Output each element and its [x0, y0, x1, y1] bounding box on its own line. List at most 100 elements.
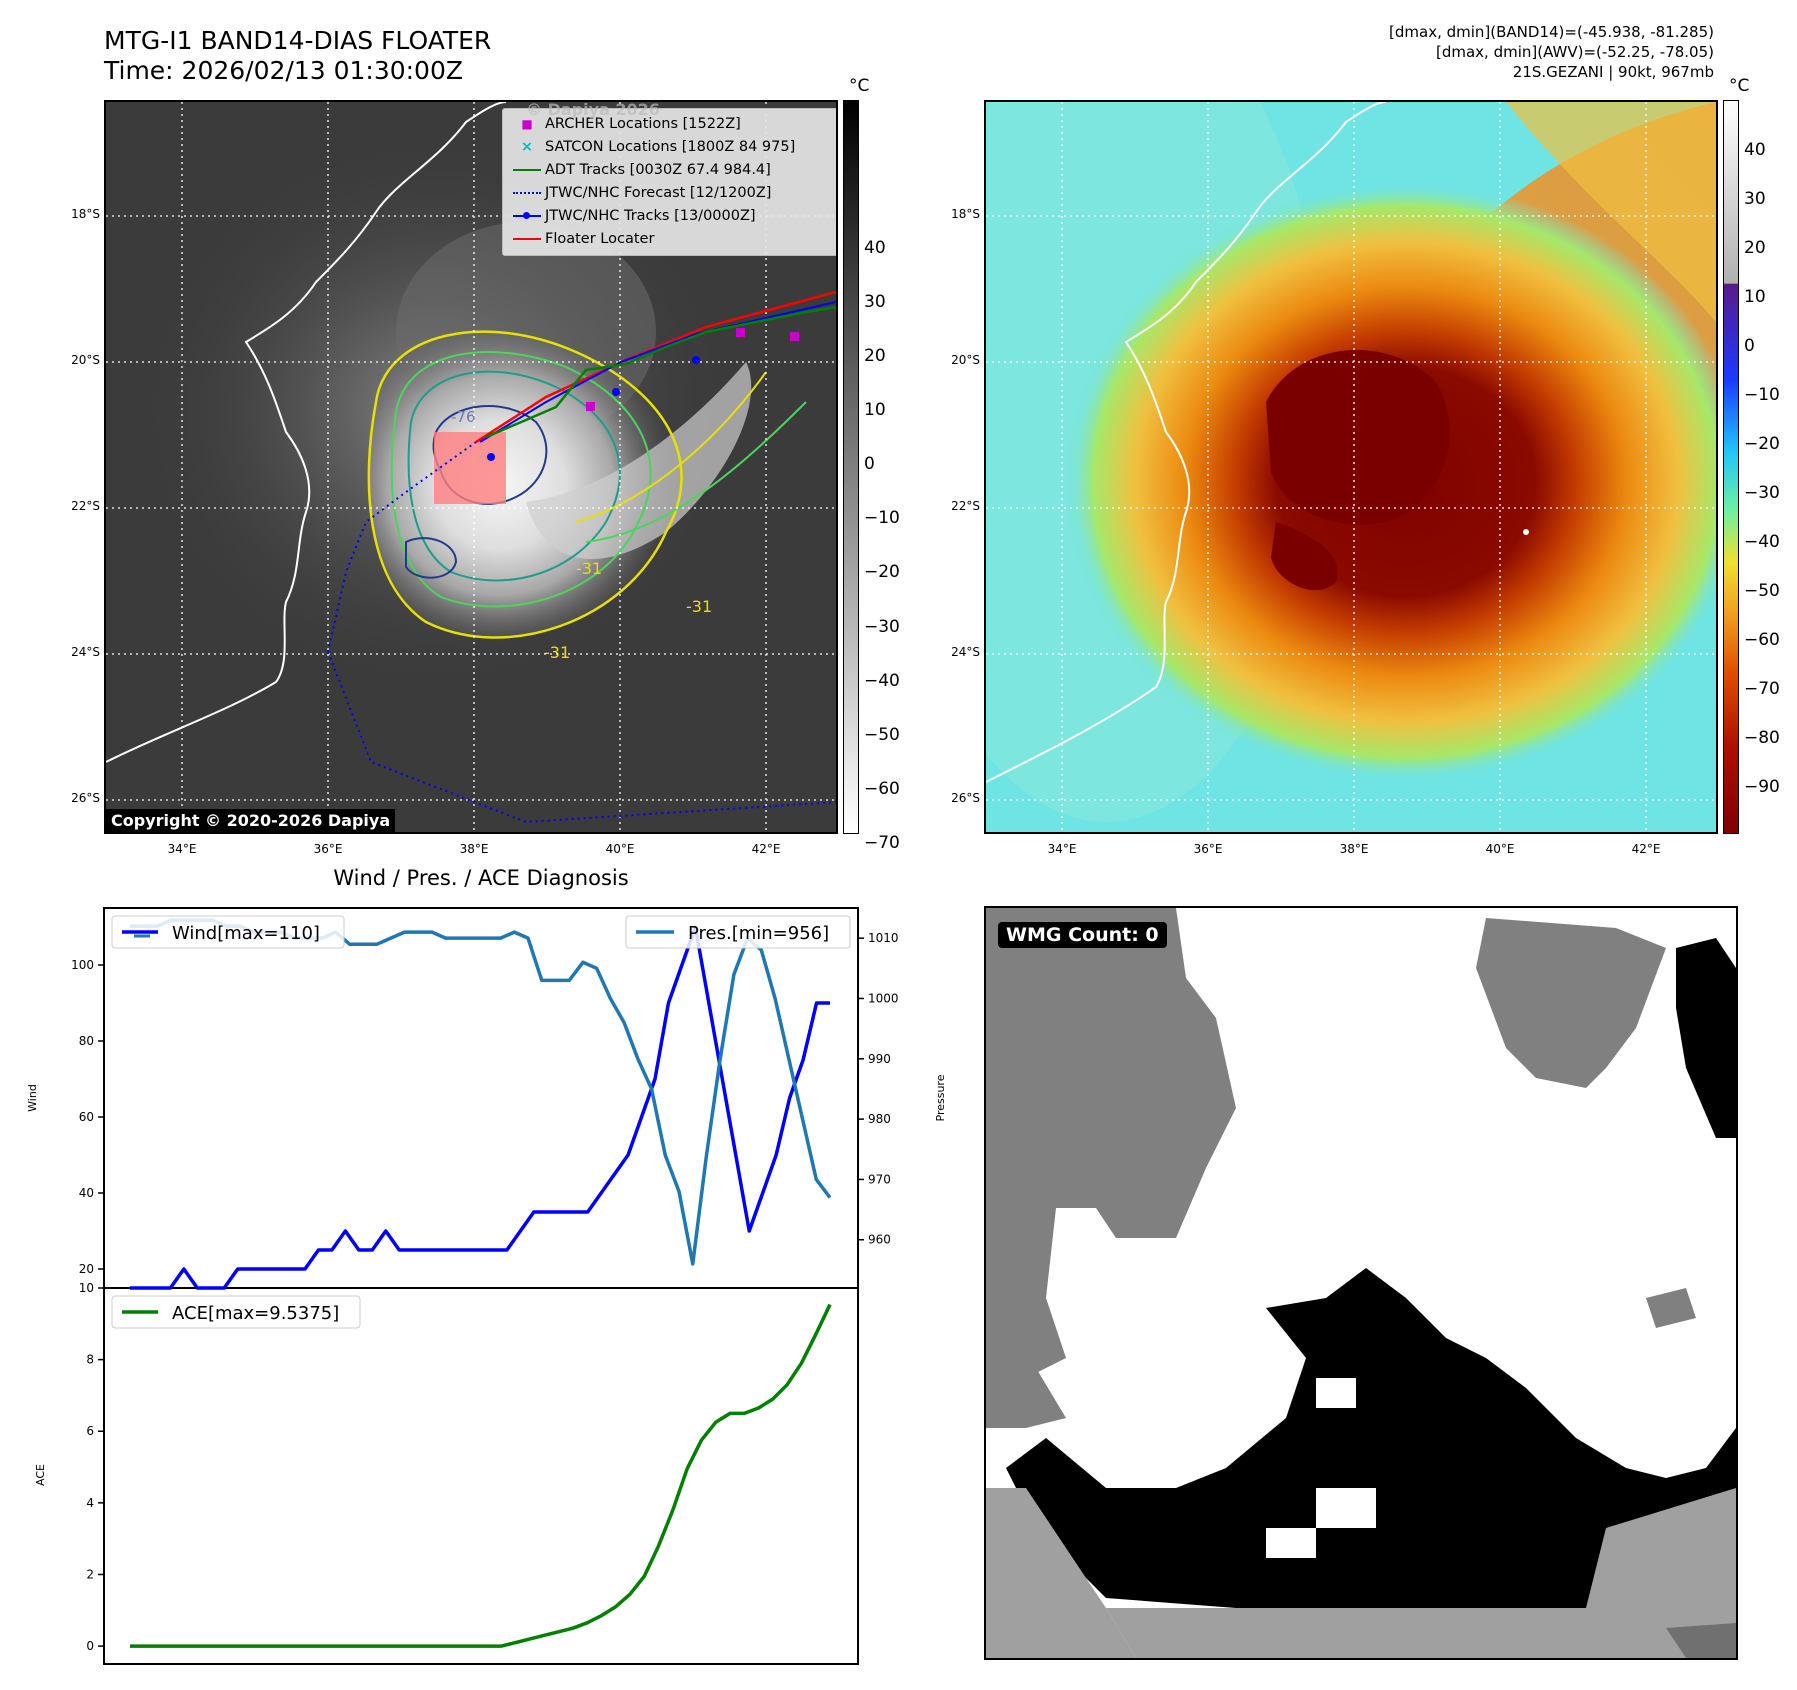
storm-info: [dmax, dmin](BAND14)=(-45.938, -81.285) …: [1389, 22, 1714, 82]
wmg-gray-region: [1646, 1288, 1696, 1328]
cb-tick: 20: [1744, 238, 1766, 258]
band14-colorbar-unit: °C: [849, 76, 870, 96]
adt-track: [485, 305, 836, 439]
ace-legend-label: ACE[max=9.5375]: [172, 1303, 339, 1324]
coastline: [106, 102, 507, 763]
awv-gridlines: [986, 102, 1716, 832]
ace-tick-label: 10: [79, 1281, 94, 1295]
lat-tick: 22°S: [951, 499, 980, 513]
pressure-tick-label: 980: [868, 1112, 891, 1126]
pressure-ylabel: Pressure: [934, 1074, 947, 1121]
cb-tick: −70: [1744, 679, 1780, 699]
contour-label: -31: [576, 559, 602, 578]
coastline: [986, 102, 1387, 783]
wind-tick-label: 80: [79, 1034, 94, 1048]
lon-tick: 34°E: [1047, 842, 1077, 856]
awv-lat-axis: 18°S 20°S 22°S 24°S 26°S: [936, 100, 980, 834]
legend-floater-label: Floater Locater: [545, 231, 655, 247]
lon-tick: 40°E: [605, 842, 635, 856]
wmg-gray-region: [986, 908, 1236, 1388]
lat-tick: 18°S: [951, 207, 980, 221]
wmg-gray-region-light: [1106, 1608, 1736, 1658]
archer-marker: [736, 328, 745, 337]
dmax-dmin-awv: [dmax, dmin](AWV)=(-52.25, -78.05): [1435, 43, 1714, 61]
wind-legend-box: [111, 915, 345, 949]
cb-tick: 10: [1744, 287, 1766, 307]
lat-tick: 26°S: [951, 791, 980, 805]
lon-tick: 34°E: [167, 842, 197, 856]
lon-tick: 38°E: [459, 842, 489, 856]
contour-label: -31: [544, 643, 570, 662]
copyright-label: Copyright © 2020-2026 Dapiya: [106, 809, 396, 832]
contour-spiral-yellow: [575, 371, 767, 523]
ace-ylabel: ACE: [34, 1464, 47, 1486]
line-icon: [513, 238, 541, 240]
wind-tick-label: 20: [79, 1262, 94, 1276]
wind-series: [130, 925, 830, 1290]
lon-tick: 38°E: [1339, 842, 1369, 856]
cb-tick: 30: [864, 292, 886, 312]
jtwc-point: [692, 356, 700, 364]
lon-tick: 36°E: [1193, 842, 1223, 856]
awv-core: [1266, 349, 1450, 525]
cb-tick: 40: [1744, 140, 1766, 160]
legend-adt-label: ADT Tracks [0030Z 67.4 984.4]: [545, 162, 771, 178]
contour-label-inner: -76: [451, 408, 476, 426]
wmg-white-patch: [1316, 1378, 1356, 1408]
contour-yellow: [367, 330, 683, 639]
map-legend: ■ ARCHER Locations [1522Z] × SATCON Locati…: [502, 108, 836, 256]
legend-archer-label: ARCHER Locations [1522Z]: [545, 116, 741, 132]
legend-jtwc-forecast: JTWC/NHC Forecast [12/1200Z]: [509, 182, 835, 205]
ace-line: [130, 1303, 832, 1648]
jtwc-point: [612, 388, 620, 396]
pressure-tick-label: 1000: [868, 991, 899, 1005]
ace-legend-box: [111, 1295, 361, 1329]
awv-colorbar-ticks: 40 30 20 10 0 −10 −20 −30 −40 −50 −60 −7…: [1744, 100, 1797, 834]
awv-colorbar: [1723, 100, 1739, 834]
legend-jtwc-tracks-label: JTWC/NHC Tracks [13/0000Z]: [545, 208, 756, 224]
diagnosis-charts: 20 40 60 80 100 960 970 980 990 1000 1010 0 2 4 6 8 10…: [26, 907, 947, 1665]
legend-satcon: × SATCON Locations [1800Z 84 975]: [509, 136, 835, 159]
lon-tick: 36°E: [313, 842, 343, 856]
lon-tick: 42°E: [751, 842, 781, 856]
awv-map: [984, 100, 1718, 834]
floater-box: [434, 432, 506, 504]
ace-yaxis: 0 2 4 6 8 10: [79, 1281, 104, 1653]
jtwc-point: [487, 453, 495, 461]
archer-marker: [586, 402, 595, 411]
wind-tick-label: 60: [79, 1110, 94, 1124]
ace-tick-label: 4: [86, 1496, 94, 1510]
ace-tick-label: 2: [86, 1567, 94, 1581]
band14-colorbar-ticks: 40 30 20 10 0 −10 −20 −30 −40 −50 −60 −7…: [864, 100, 924, 853]
legend-archer: ■ ARCHER Locations [1522Z]: [509, 113, 835, 136]
lat-tick: 18°S: [71, 207, 100, 221]
wind-tick-label: 40: [79, 1186, 94, 1200]
contour-navy-small: [405, 537, 458, 579]
awv-core-lobe: [1271, 522, 1338, 591]
legend-jtwc-forecast-label: JTWC/NHC Forecast [12/1200Z]: [545, 185, 772, 201]
ace-series: [130, 1303, 832, 1648]
lat-tick: 24°S: [951, 645, 980, 659]
wmg-black-region: [1006, 1268, 1736, 1608]
pressure-legend-label: Pres.[min=956]: [688, 923, 829, 944]
cb-tick: 30: [1744, 189, 1766, 209]
cb-tick: −30: [864, 617, 900, 637]
title-line-1: MTG-I1 BAND14-DIAS FLOATER: [104, 26, 492, 55]
cb-tick: −10: [864, 508, 900, 528]
x-icon: ×: [520, 139, 534, 155]
legend-jtwc-tracks: JTWC/NHC Tracks [13/0000Z]: [509, 205, 835, 228]
legend-floater: Floater Locater: [509, 228, 835, 251]
lat-tick: 20°S: [951, 353, 980, 367]
band14-lon-axis: 34°E 36°E 38°E 40°E 42°E: [104, 842, 838, 860]
lon-tick: 40°E: [1485, 842, 1515, 856]
wind-line: [130, 925, 830, 1290]
band14-storm-cloud: [368, 331, 682, 638]
cb-tick: −40: [864, 671, 900, 691]
cb-tick: −50: [1744, 581, 1780, 601]
dmax-dmin-band14: [dmax, dmin](BAND14)=(-45.938, -81.285): [1389, 23, 1714, 41]
wmg-black-region: [1676, 938, 1736, 1138]
wmg-gray-region: [1476, 918, 1666, 1088]
band14-lat-axis: 18°S 20°S 22°S 24°S 26°S: [56, 100, 100, 834]
line-icon: [513, 169, 541, 171]
figure-title: MTG-I1 BAND14-DIAS FLOATER Time: 2026/02…: [104, 26, 491, 86]
